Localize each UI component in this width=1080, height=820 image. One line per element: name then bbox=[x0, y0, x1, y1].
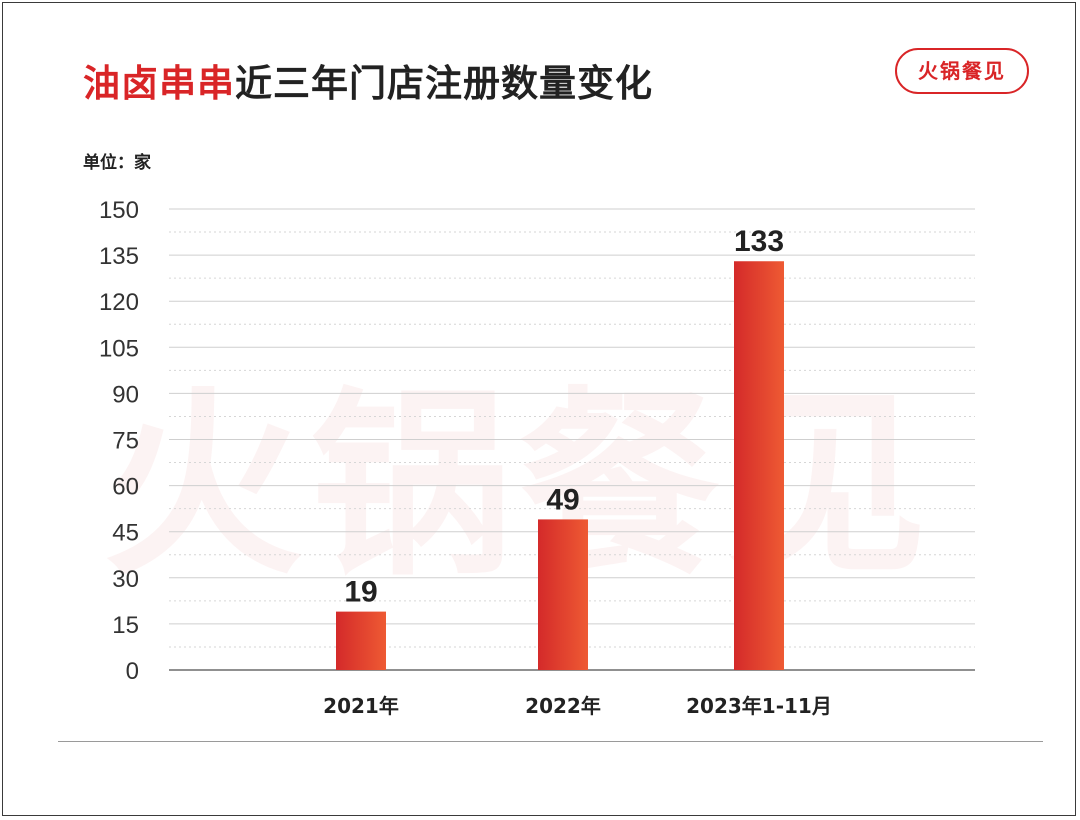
y-tick-label: 105 bbox=[99, 335, 139, 362]
data-labels: 19 49 133 bbox=[344, 225, 784, 608]
x-tick-label: 2023年1-11月 bbox=[686, 694, 832, 718]
page-title: 油卤串串近三年门店注册数量变化 bbox=[83, 53, 653, 107]
x-tick-label: 2021年 bbox=[323, 694, 399, 718]
grid-lines bbox=[169, 208, 975, 671]
bar-2023年1-11月 bbox=[734, 261, 784, 670]
bars bbox=[336, 261, 784, 670]
y-tick-label: 45 bbox=[112, 520, 139, 547]
unit-label: 单位：家 bbox=[83, 153, 151, 173]
y-tick-label: 75 bbox=[112, 428, 139, 455]
y-tick-label: 135 bbox=[99, 243, 139, 270]
data-label: 19 bbox=[344, 576, 377, 609]
y-tick-label: 15 bbox=[112, 612, 139, 639]
bar-2022年 bbox=[538, 519, 588, 670]
footer-divider bbox=[58, 741, 1043, 742]
y-tick-label: 90 bbox=[112, 381, 139, 408]
y-axis-ticks: 0 15 30 45 60 75 90 105 120 135 150 bbox=[99, 197, 139, 685]
brand-badge: 火锅餐见 bbox=[895, 48, 1029, 94]
data-label: 49 bbox=[546, 483, 579, 516]
y-tick-label: 60 bbox=[112, 474, 139, 501]
y-tick-label: 120 bbox=[99, 289, 139, 316]
y-tick-label: 30 bbox=[112, 566, 139, 593]
title-rest: 近三年门店注册数量变化 bbox=[235, 62, 653, 105]
title-highlight: 油卤串串 bbox=[83, 62, 235, 105]
y-tick-label: 150 bbox=[99, 197, 139, 224]
y-tick-label: 0 bbox=[126, 658, 139, 685]
x-tick-label: 2022年 bbox=[525, 694, 601, 718]
data-label: 133 bbox=[734, 225, 784, 258]
bar-2021年 bbox=[336, 611, 386, 670]
x-axis-labels: 2021年 2022年 2023年1-11月 bbox=[323, 694, 832, 718]
